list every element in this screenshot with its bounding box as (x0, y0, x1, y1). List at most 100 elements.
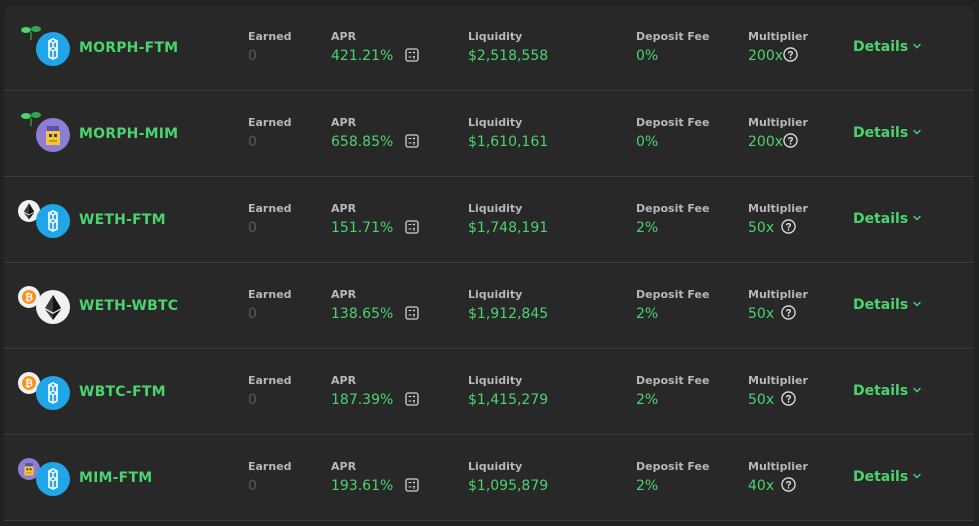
multiplier-label: Multiplier (748, 288, 808, 301)
deposit-fee-label: Deposit Fee (636, 202, 710, 215)
apr-label: APR (331, 116, 357, 129)
fantom-icon (36, 376, 70, 410)
token-pair-icons (18, 112, 88, 156)
chevron-down-icon (913, 387, 921, 393)
details-toggle[interactable]: Details (853, 297, 922, 313)
farm-row: MIM-FTM Earned 0 APR 193.61% Liquidity $… (4, 436, 974, 521)
details-toggle[interactable]: Details (853, 383, 922, 399)
multiplier-value: 200x (748, 48, 784, 64)
help-circle-icon[interactable] (781, 304, 796, 320)
apr-value: 421.21% (331, 48, 394, 64)
multiplier-column: Multiplier 40x (748, 460, 808, 496)
earned-column: Earned 0 (248, 374, 292, 410)
earned-value: 0 (248, 134, 257, 150)
liquidity-value: $1,912,845 (468, 306, 549, 322)
morph-sprout-icon (20, 22, 42, 44)
earned-label: Earned (248, 460, 292, 473)
earned-label: Earned (248, 202, 292, 215)
bitcoin-icon: ₿ (18, 372, 40, 394)
details-toggle[interactable]: Details (853, 469, 922, 485)
liquidity-value: $1,415,279 (468, 392, 549, 408)
token-pair-icons (18, 200, 88, 242)
chevron-down-icon (913, 473, 921, 479)
earned-column: Earned 0 (248, 288, 292, 324)
liquidity-label: Liquidity (468, 30, 523, 43)
apr-column: APR 138.65% (331, 288, 419, 324)
details-label[interactable]: Details (853, 39, 909, 55)
help-circle-icon[interactable] (781, 476, 796, 492)
chevron-down-icon (913, 215, 921, 221)
earned-value: 0 (248, 48, 257, 64)
farm-pair-name: MIM-FTM (79, 470, 153, 486)
details-label[interactable]: Details (853, 383, 909, 399)
apr-label: APR (331, 288, 357, 301)
calculator-icon[interactable] (405, 48, 419, 62)
farm-pair-name: MORPH-FTM (79, 40, 179, 56)
apr-column: APR 421.21% (331, 30, 419, 66)
liquidity-label: Liquidity (468, 460, 523, 473)
liquidity-label: Liquidity (468, 288, 523, 301)
deposit-fee-value: 0% (636, 134, 659, 150)
deposit-fee-value: 2% (636, 306, 659, 322)
multiplier-value: 200x (748, 134, 784, 150)
apr-column: APR 187.39% (331, 374, 419, 410)
deposit-fee-label: Deposit Fee (636, 374, 710, 387)
farm-row: WETH-FTM Earned 0 APR 151.71% Liquidity … (4, 178, 974, 263)
liquidity-value: $2,518,558 (468, 48, 549, 64)
multiplier-value: 50x (748, 220, 775, 236)
details-label[interactable]: Details (853, 125, 909, 141)
help-circle-icon[interactable] (783, 132, 798, 148)
help-circle-icon[interactable] (781, 390, 796, 406)
help-circle-icon[interactable] (781, 218, 796, 234)
calculator-icon[interactable] (405, 392, 419, 406)
apr-column: APR 658.85% (331, 116, 419, 152)
multiplier-value: 40x (748, 478, 775, 494)
details-label[interactable]: Details (853, 211, 909, 227)
token-pair-icons: ₿ (18, 372, 88, 414)
deposit-fee-value: 2% (636, 392, 659, 408)
token-pair-icons (18, 26, 88, 70)
liquidity-column: Liquidity $2,518,558 (468, 30, 548, 66)
ethereum-icon (36, 290, 70, 324)
deposit-fee-label: Deposit Fee (636, 30, 710, 43)
chevron-down-icon (913, 43, 921, 49)
deposit-fee-label: Deposit Fee (636, 116, 710, 129)
multiplier-label: Multiplier (748, 202, 808, 215)
fantom-icon (36, 462, 70, 496)
calculator-icon[interactable] (405, 306, 419, 320)
earned-column: Earned 0 (248, 30, 292, 66)
help-circle-icon[interactable] (783, 46, 798, 62)
multiplier-label: Multiplier (748, 460, 808, 473)
details-toggle[interactable]: Details (853, 211, 922, 227)
earned-column: Earned 0 (248, 202, 292, 238)
liquidity-column: Liquidity $1,748,191 (468, 202, 548, 238)
apr-column: APR 193.61% (331, 460, 419, 496)
apr-label: APR (331, 202, 357, 215)
multiplier-column: Multiplier 50x (748, 374, 808, 410)
earned-value: 0 (248, 392, 257, 408)
svg-text:₿: ₿ (25, 378, 33, 390)
details-label[interactable]: Details (853, 297, 909, 313)
apr-label: APR (331, 30, 357, 43)
liquidity-value: $1,095,879 (468, 478, 549, 494)
liquidity-value: $1,748,191 (468, 220, 549, 236)
earned-column: Earned 0 (248, 460, 292, 496)
farm-pair-name: WETH-WBTC (79, 298, 179, 314)
details-label[interactable]: Details (853, 469, 909, 485)
liquidity-column: Liquidity $1,610,161 (468, 116, 548, 152)
calculator-icon[interactable] (405, 134, 419, 148)
details-toggle[interactable]: Details (853, 125, 922, 141)
farm-row: MORPH-MIM Earned 0 APR 658.85% Liquidity… (4, 92, 974, 177)
mim-icon (18, 458, 40, 480)
deposit-fee-column: Deposit Fee 2% (636, 374, 709, 410)
liquidity-column: Liquidity $1,415,279 (468, 374, 548, 410)
multiplier-column: Multiplier 200x (748, 30, 808, 66)
farm-pair-name: MORPH-MIM (79, 126, 179, 142)
details-toggle[interactable]: Details (853, 39, 922, 55)
multiplier-value: 50x (748, 392, 775, 408)
apr-column: APR 151.71% (331, 202, 419, 238)
deposit-fee-column: Deposit Fee 2% (636, 202, 709, 238)
calculator-icon[interactable] (405, 478, 419, 492)
liquidity-label: Liquidity (468, 202, 523, 215)
calculator-icon[interactable] (405, 220, 419, 234)
